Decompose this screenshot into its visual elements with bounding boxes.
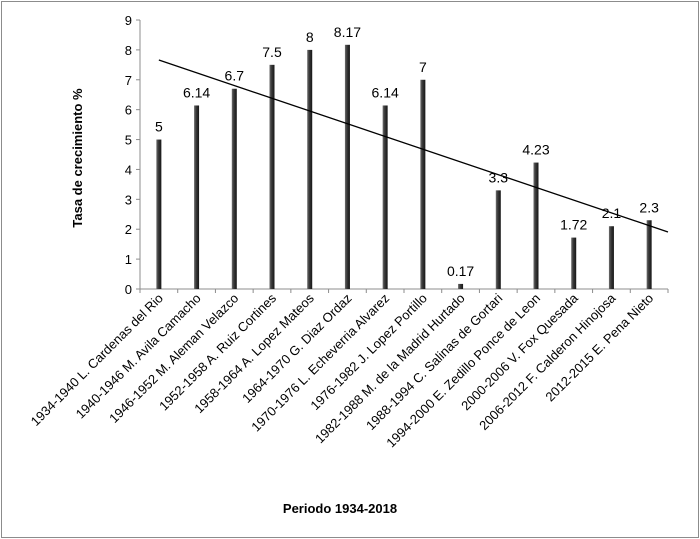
data-label: 8 <box>306 29 314 45</box>
bar <box>307 49 313 290</box>
y-tick-label: 4 <box>125 162 132 177</box>
data-label: 6.14 <box>183 84 210 100</box>
y-tick-label: 7 <box>125 73 132 88</box>
bar <box>646 220 652 289</box>
x-axis-title: Periodo 1934-2018 <box>283 501 397 516</box>
y-tick-label: 9 <box>125 13 132 28</box>
data-label: 6.14 <box>372 84 399 100</box>
y-tick-label: 8 <box>125 43 132 58</box>
bar <box>458 283 464 289</box>
y-tick-label: 6 <box>125 103 132 118</box>
data-label: 4.23 <box>522 142 549 158</box>
y-tick-label: 0 <box>125 282 132 297</box>
bar <box>495 190 501 289</box>
data-label: 1.72 <box>560 217 587 233</box>
data-labels: 56.146.77.588.176.1470.173.34.231.722.12… <box>155 24 659 279</box>
trendline-line <box>158 59 669 233</box>
data-label: 5 <box>155 119 163 135</box>
category-label: 1970-1976 L. Echeverria Alvarez <box>248 291 392 435</box>
category-label: 2006-2012 F. Calderon Hinojosa <box>476 290 619 433</box>
y-tick-label: 1 <box>125 252 132 267</box>
data-label: 8.17 <box>334 24 361 40</box>
bar <box>533 162 539 289</box>
bar <box>231 88 237 289</box>
bar <box>571 237 577 289</box>
bar <box>608 226 614 289</box>
bar <box>194 105 200 289</box>
category-label: 1988-1994 C. Salinas de Gortari <box>363 290 506 433</box>
trendline <box>158 59 669 233</box>
category-label: 1934-1940 L. Cardenas del Rio <box>28 291 166 429</box>
data-label: 6.7 <box>225 68 245 84</box>
y-tick-label: 3 <box>125 192 132 207</box>
bars <box>156 44 652 290</box>
data-label: 7 <box>419 59 427 75</box>
y-axis: 0 1 2 3 4 5 6 7 8 9 <box>125 13 141 297</box>
y-axis-title: Tasa de crecimiento % <box>70 88 85 228</box>
y-tick-label: 5 <box>125 133 132 148</box>
bar <box>344 44 350 290</box>
y-tick-label: 2 <box>125 222 132 237</box>
data-label: 0.17 <box>447 263 474 279</box>
bar <box>156 139 162 289</box>
bar <box>269 64 275 289</box>
data-label: 7.5 <box>262 44 282 60</box>
bar <box>420 79 426 290</box>
x-axis <box>139 288 669 293</box>
bar <box>382 105 388 289</box>
data-label: 2.3 <box>639 199 659 215</box>
